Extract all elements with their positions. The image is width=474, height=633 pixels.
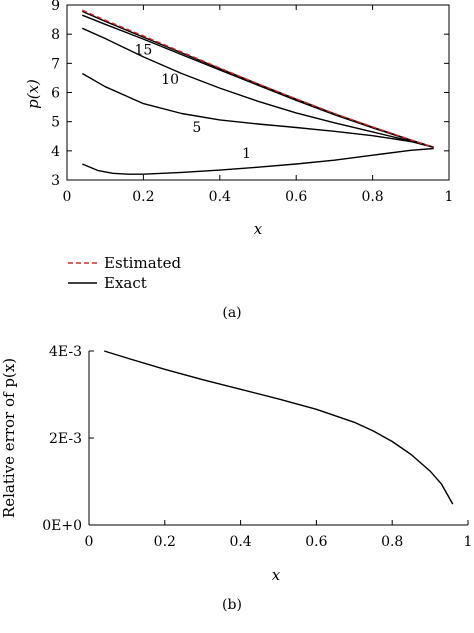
x-tick-label: 1 [464,534,473,550]
curve-label-1: 1 [242,146,251,162]
legend-estimated-label: Estimated [104,254,182,272]
x-tick-label: 1 [445,189,454,205]
chart-a: 0 0.2 0.4 0.6 0.8 1 3 4 5 6 7 8 9 15 10 5 1 x p(x) Esti… [24,0,453,321]
y-tick-label: 4 [51,144,60,160]
y-tick-label: 4E-3 [49,344,82,360]
chart-a-y-axis-label: p(x) [24,79,42,109]
x-tick-label: 0.2 [154,534,176,550]
x-tick-label: 0.2 [132,189,154,205]
curve-label-10: 10 [161,72,179,88]
chart-b-y-axis-label: Relative error of p(x) [0,358,18,518]
y-tick-label: 5 [51,115,60,131]
y-tick-label: 3 [51,173,60,189]
x-tick-label: 0 [85,534,94,550]
chart-a-caption: (a) [222,305,241,321]
series-line-4 [81,72,434,148]
series-line-5 [82,147,434,175]
chart-b-x-axis-label: x [272,566,281,584]
chart-b-ticks: 0 0.2 0.4 0.6 0.8 1 0E+0 2E-3 4E-3 [42,344,472,550]
y-tick-label: 7 [51,56,60,72]
chart-a-curve-labels: 15 10 5 1 [134,43,251,163]
x-tick-label: 0.8 [361,189,383,205]
x-tick-label: 0 [63,189,72,205]
y-tick-label: 0E+0 [42,518,82,534]
series-line-0 [82,9,434,148]
chart-b-caption: (b) [222,597,242,613]
x-tick-label: 0.4 [209,189,231,205]
series-line-0 [103,350,454,505]
x-tick-label: 0.8 [381,534,403,550]
series-line-2 [82,14,434,148]
y-tick-label: 6 [51,86,60,102]
x-tick-label: 0.4 [229,534,251,550]
curve-label-15: 15 [134,43,152,59]
chart-b: 0 0.2 0.4 0.6 0.8 1 0E+0 2E-3 4E-3 x Relative er… [0,344,472,613]
series-line-3 [82,27,434,148]
chart-a-ticks: 0 0.2 0.4 0.6 0.8 1 3 4 5 6 7 8 9 [51,0,453,205]
chart-b-series [103,350,454,505]
curve-label-5: 5 [192,120,201,136]
chart-a-legend: Estimated Exact [68,254,182,292]
chart-a-x-axis-label: x [254,220,263,238]
legend-exact-label: Exact [104,274,147,292]
x-tick-label: 0.6 [305,534,327,550]
y-tick-label: 8 [51,27,60,43]
y-tick-label: 9 [51,0,60,14]
x-tick-label: 0.6 [285,189,307,205]
y-tick-label: 2E-3 [49,431,82,447]
chart-a-series [81,9,434,175]
